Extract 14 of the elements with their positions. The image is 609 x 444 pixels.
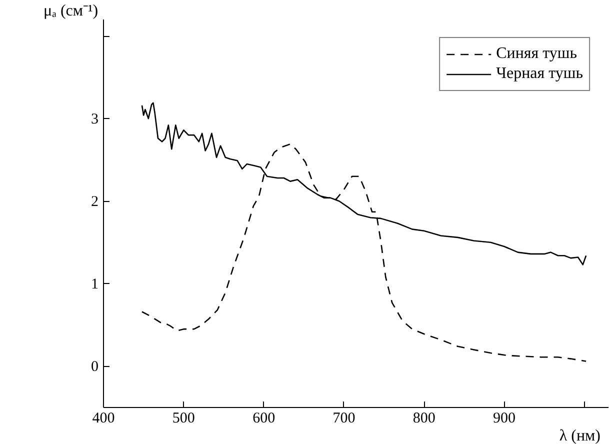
x-tick-label: 600	[252, 410, 276, 426]
y-axis-title: μₐ (см⁻¹)	[44, 2, 98, 20]
x-tick-label: 500	[172, 410, 195, 426]
y-tick-label: 1	[91, 276, 98, 293]
x-tick-label: 400	[92, 410, 115, 426]
legend-label: Синяя тушь	[496, 45, 577, 63]
y-tick-label: 0	[91, 359, 98, 376]
legend-label: Черная тушь	[496, 65, 583, 83]
x-axis-title: λ (нм)	[559, 428, 601, 444]
x-tick-label: 700	[332, 410, 356, 426]
x-tick-label: 800	[412, 410, 436, 426]
y-tick-label: 2	[91, 194, 98, 210]
y-tick-label: 3	[91, 112, 98, 128]
x-tick-label: 900	[493, 410, 516, 426]
